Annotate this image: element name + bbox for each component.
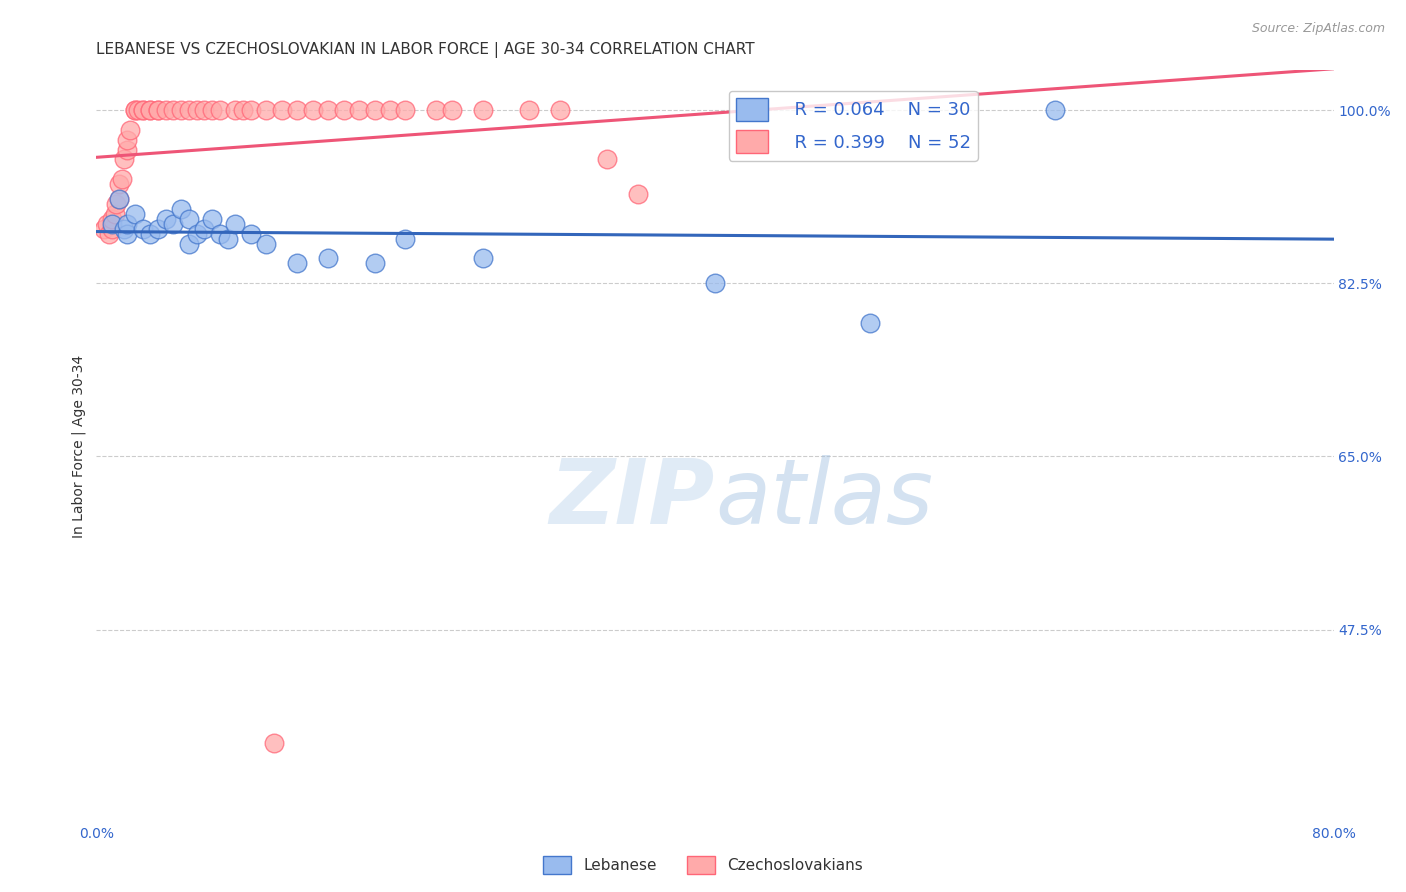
Point (111, 172, 134, 186)
Point (208, 227, 231, 241)
Point (471, 103, 494, 117)
Point (146, 103, 169, 117)
Point (162, 217, 184, 231)
Point (162, 103, 184, 117)
Point (100, 221, 122, 235)
Point (301, 103, 323, 117)
Point (104, 207, 127, 221)
Point (146, 221, 169, 235)
Point (131, 221, 153, 235)
Point (96, 217, 118, 231)
Point (239, 227, 262, 241)
Point (425, 103, 447, 117)
Point (316, 252, 339, 266)
Point (146, 103, 169, 117)
Point (394, 103, 416, 117)
Point (378, 103, 401, 117)
Point (93, 221, 115, 235)
Point (124, 207, 146, 221)
Point (139, 227, 162, 241)
Point (347, 103, 370, 117)
Point (108, 192, 131, 206)
Legend:   R = 0.064    N = 30,   R = 0.399    N = 52: R = 0.064 N = 30, R = 0.399 N = 52 (728, 91, 979, 161)
Point (285, 103, 308, 117)
Point (239, 103, 262, 117)
Point (97, 227, 120, 241)
Point (186, 103, 208, 117)
Point (595, 153, 617, 167)
Point (548, 103, 571, 117)
Point (440, 103, 463, 117)
Point (394, 232, 416, 246)
Point (124, 103, 146, 117)
Point (177, 103, 200, 117)
Point (201, 103, 224, 117)
Point (517, 103, 540, 117)
Point (124, 103, 146, 117)
Point (208, 103, 231, 117)
Point (115, 143, 138, 157)
Point (155, 103, 177, 117)
Point (108, 192, 131, 206)
Point (858, 316, 880, 330)
Point (139, 103, 162, 117)
Point (263, 736, 285, 750)
Point (112, 153, 135, 167)
Point (120, 123, 142, 137)
Point (201, 211, 224, 226)
Point (127, 103, 149, 117)
Point (193, 221, 215, 235)
Point (139, 103, 162, 117)
Point (363, 103, 385, 117)
Point (1043, 103, 1066, 117)
Y-axis label: In Labor Force | Age 30-34: In Labor Force | Age 30-34 (72, 355, 86, 538)
Point (254, 236, 277, 251)
Point (332, 103, 354, 117)
Point (193, 103, 215, 117)
Point (254, 103, 277, 117)
Point (177, 236, 200, 251)
Text: ZIP: ZIP (550, 455, 714, 543)
Point (217, 232, 239, 246)
Text: atlas: atlas (714, 455, 932, 543)
Point (112, 221, 135, 235)
Point (155, 211, 177, 226)
Point (177, 211, 200, 226)
Point (115, 217, 138, 231)
Point (224, 103, 246, 117)
Point (626, 187, 648, 202)
Point (131, 103, 153, 117)
Point (100, 211, 122, 226)
Point (316, 103, 339, 117)
Text: LEBANESE VS CZECHOSLOVAKIAN IN LABOR FORCE | AGE 30-34 CORRELATION CHART: LEBANESE VS CZECHOSLOVAKIAN IN LABOR FOR… (96, 42, 755, 58)
Point (115, 133, 138, 147)
Point (131, 103, 153, 117)
Point (703, 276, 725, 290)
Point (170, 103, 193, 117)
Point (100, 217, 122, 231)
Legend: Lebanese, Czechoslovakians: Lebanese, Czechoslovakians (537, 850, 869, 880)
Point (105, 197, 128, 211)
Point (270, 103, 292, 117)
Point (186, 227, 208, 241)
Point (115, 227, 138, 241)
Point (224, 217, 246, 231)
Point (232, 103, 254, 117)
Point (363, 256, 385, 270)
Point (471, 252, 494, 266)
Point (285, 256, 308, 270)
Text: Source: ZipAtlas.com: Source: ZipAtlas.com (1251, 22, 1385, 36)
Point (108, 178, 131, 192)
Point (170, 202, 193, 216)
